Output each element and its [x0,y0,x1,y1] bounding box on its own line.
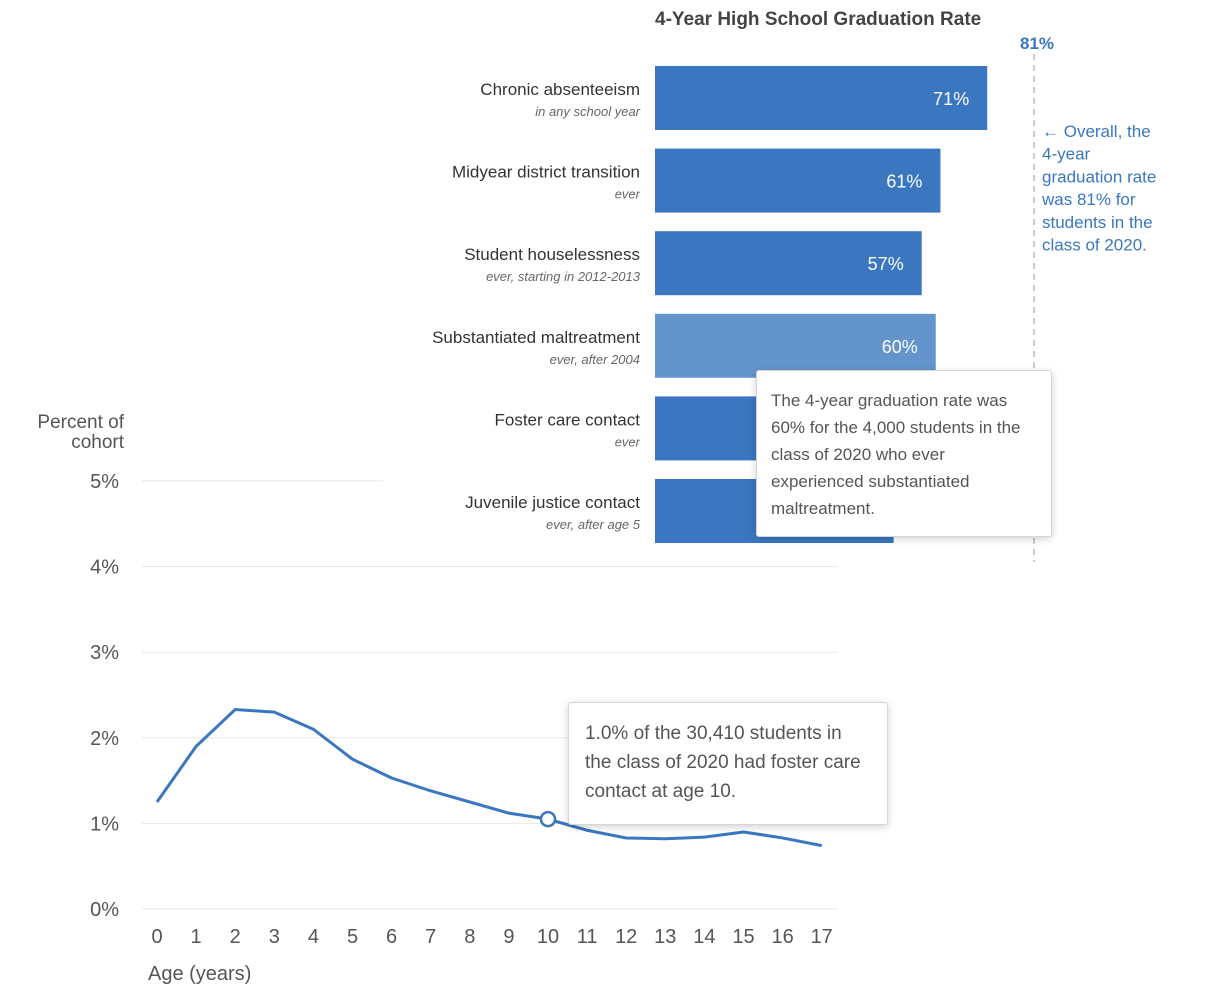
bar-category-note: ever, after age 5 [546,517,641,532]
x-axis-label: Age (years) [148,963,251,984]
bar-category-label: Substantiated maltreatment [432,328,640,347]
highlight-point[interactable] [539,810,557,828]
x-tick-label: 16 [771,926,793,948]
y-tick-label: 2% [90,728,119,750]
bar-category-label: Juvenile justice contact [465,493,640,512]
x-tick-label: 12 [615,926,637,948]
x-tick-label: 1 [191,926,202,948]
bar-value-label: 57% [868,254,904,274]
bar-value-label: 60% [882,337,918,357]
x-tick-label: 17 [811,926,833,948]
y-axis-label-line2: cohort [71,432,125,453]
bar-value-label: 61% [886,172,922,192]
reference-value-label: 81% [1020,34,1054,53]
y-tick-label: 3% [90,642,119,664]
y-tick-label: 4% [90,557,119,579]
x-tick-label: 6 [386,926,397,948]
x-tick-label: 3 [269,926,280,948]
x-tick-label: 11 [577,926,598,948]
line-tooltip: 1.0% of the 30,410 students in the class… [568,702,888,825]
x-tick-label: 0 [151,926,162,948]
x-tick-label: 10 [537,926,559,948]
y-axis-label-line1: Percent of [37,412,124,433]
bar[interactable] [655,148,941,213]
bar-category-note: ever [615,434,641,449]
bar-category-label: Student houselessness [464,245,640,264]
bar-category-note: ever, starting in 2012-2013 [486,269,641,284]
x-tick-label: 8 [464,926,475,948]
y-tick-label: 5% [90,471,119,493]
x-tick-label: 7 [425,926,436,948]
bar-value-label: 71% [933,89,969,109]
bar-tooltip: The 4-year graduation rate was 60% for t… [756,370,1052,537]
bar-category-note: ever, after 2004 [550,352,640,367]
x-tick-label: 15 [732,926,754,948]
y-tick-label: 1% [90,813,119,835]
bar-category-note: ever [615,187,641,202]
x-tick-label: 9 [503,926,514,948]
reference-note: ← Overall, the 4-year graduation rate was 8… [1041,122,1156,255]
x-tick-label: 2 [230,926,241,948]
series-line [155,708,822,848]
bar-category-label: Foster care contact [494,410,640,429]
x-tick-label: 4 [308,926,319,948]
x-tick-label: 14 [693,926,715,948]
bar-chart-title: 4-Year High School Graduation Rate [655,9,981,30]
bar[interactable] [655,313,936,378]
y-tick-label: 0% [90,899,119,921]
bar-category-note: in any school year [535,104,640,119]
bar-category-label: Midyear district transition [452,163,640,182]
x-tick-label: 13 [654,926,676,948]
bar[interactable] [655,231,922,296]
x-tick-label: 5 [347,926,358,948]
bar-category-label: Chronic absenteeism [480,80,640,99]
bar[interactable] [655,66,988,130]
